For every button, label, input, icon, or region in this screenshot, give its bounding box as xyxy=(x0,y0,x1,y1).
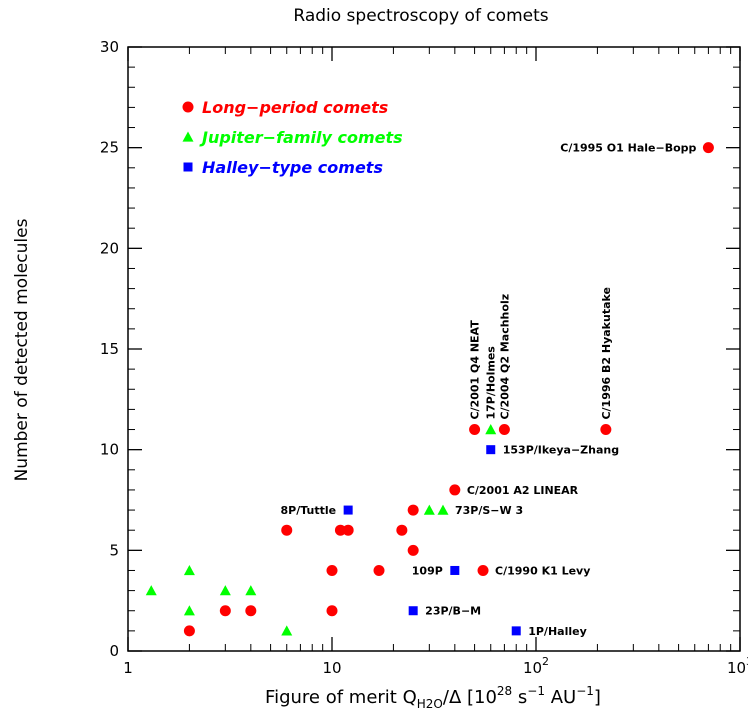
long-period-comet-point xyxy=(600,424,612,436)
jupiter-family-comet-point xyxy=(145,585,157,596)
long-period-comet-point xyxy=(342,524,354,536)
y-tick-label: 25 xyxy=(100,139,119,157)
comet-annotation: C/2004 Q2 Machholz xyxy=(498,294,511,420)
halley-type-comet-point xyxy=(486,445,496,455)
jupiter-family-comet-point xyxy=(183,605,195,616)
jupiter-family-comet-point xyxy=(437,504,449,515)
y-tick-label: 15 xyxy=(100,340,119,358)
axis-ticks xyxy=(127,46,741,652)
comet-annotation: 23P/B−M xyxy=(425,605,481,618)
comet-annotation: C/2001 A2 LINEAR xyxy=(467,484,579,497)
y-tick-label: 0 xyxy=(109,642,119,660)
halley-type-comet-point xyxy=(408,606,418,616)
long-period-comet-point xyxy=(407,544,419,556)
long-period-comet-point xyxy=(183,625,195,637)
long-period-comet-point xyxy=(326,564,338,576)
annotations: C/1995 O1 Hale−Bopp 153P/Ikeya−Zhang C/200… xyxy=(281,142,697,638)
long-period-comet-point xyxy=(449,484,461,496)
chart-title: Radio spectroscopy of comets xyxy=(293,6,548,26)
legend-marker xyxy=(183,162,193,172)
long-period-comet-point xyxy=(498,424,510,436)
halley-type-comet-point xyxy=(450,565,460,575)
x-label-tail: /Δ [10 xyxy=(443,687,497,708)
comet-annotation: 109P xyxy=(412,564,443,577)
x-tick-label: 102 xyxy=(523,655,549,677)
jupiter-family-comet-point xyxy=(245,585,257,596)
halley-type-comet-point xyxy=(511,626,521,636)
comet-annotation: C/1996 B2 Hyakutake xyxy=(600,287,613,420)
jupiter-family-comet-point xyxy=(281,625,293,636)
comet-annotation: 153P/Ikeya−Zhang xyxy=(503,444,619,457)
x-tick-label: 10 xyxy=(322,659,341,677)
long-period-comet-point xyxy=(281,524,293,536)
comet-annotation: C/2001 Q4 NEAT xyxy=(469,320,482,420)
jupiter-family-comet-point xyxy=(183,564,195,576)
comet-annotation: 1P/Halley xyxy=(528,625,587,638)
long-period-comet-point xyxy=(702,142,714,154)
comet-annotation: C/1990 K1 Levy xyxy=(495,564,590,577)
long-period-comet-point xyxy=(373,564,385,576)
x-label-main: Figure of merit Q xyxy=(265,687,417,708)
y-tick-label: 5 xyxy=(109,541,119,559)
comet-annotation: 8P/Tuttle xyxy=(281,504,337,517)
y-axis-label: Number of detected molecules xyxy=(12,218,32,481)
legend: Long−period comets Jupiter−family comets H… xyxy=(182,98,403,177)
halley-type-comet-point xyxy=(343,505,353,515)
comet-annotation: 73P/S−W 3 xyxy=(455,504,523,517)
y-tick-label: 30 xyxy=(100,38,119,56)
x-label-mid2: AU xyxy=(545,687,576,708)
y-tick-label: 20 xyxy=(100,239,119,257)
x-label-exp1: 28 xyxy=(497,684,512,698)
x-axis-label: Figure of merit QH2O/Δ [1028 s−1 AU−1] xyxy=(265,684,601,711)
long-period-comet-point xyxy=(407,504,419,516)
x-tick-label: 103 xyxy=(727,655,748,677)
jupiter-family-comet-point xyxy=(423,504,435,515)
comet-annotation: C/1995 O1 Hale−Bopp xyxy=(560,142,696,155)
long-period-comet-point xyxy=(334,524,346,536)
y-axis-label-group: Number of detected molecules xyxy=(12,218,32,481)
legend-marker xyxy=(182,101,194,113)
legend-label: Long−period comets xyxy=(202,98,388,117)
long-period-comet-point xyxy=(469,424,481,436)
long-period-comet-point xyxy=(396,524,408,536)
legend-label: Halley−type comets xyxy=(202,158,383,177)
long-period-comet-point xyxy=(477,564,489,576)
x-label-mid: s xyxy=(512,687,527,708)
jupiter-family-comet-point xyxy=(219,585,231,596)
data-marks xyxy=(145,142,714,637)
axis-tick-labels: 1 10 102 103 0 5 10 15 20 25 30 xyxy=(100,38,748,677)
long-period-comet-point xyxy=(219,605,231,617)
long-period-comet-point xyxy=(326,605,338,617)
legend-marker xyxy=(182,131,194,142)
y-tick-label: 10 xyxy=(100,441,119,459)
x-tick-label: 1 xyxy=(123,659,133,677)
x-label-exp3: −1 xyxy=(576,684,594,698)
jupiter-family-comet-point xyxy=(485,424,497,435)
comet-annotation: 17P/Holmes xyxy=(485,346,498,420)
long-period-comet-point xyxy=(245,605,257,617)
x-label-subscript: H2O xyxy=(417,697,443,711)
x-label-exp2: −1 xyxy=(527,684,545,698)
x-label-end: ] xyxy=(594,687,601,708)
legend-label: Jupiter−family comets xyxy=(199,128,403,147)
